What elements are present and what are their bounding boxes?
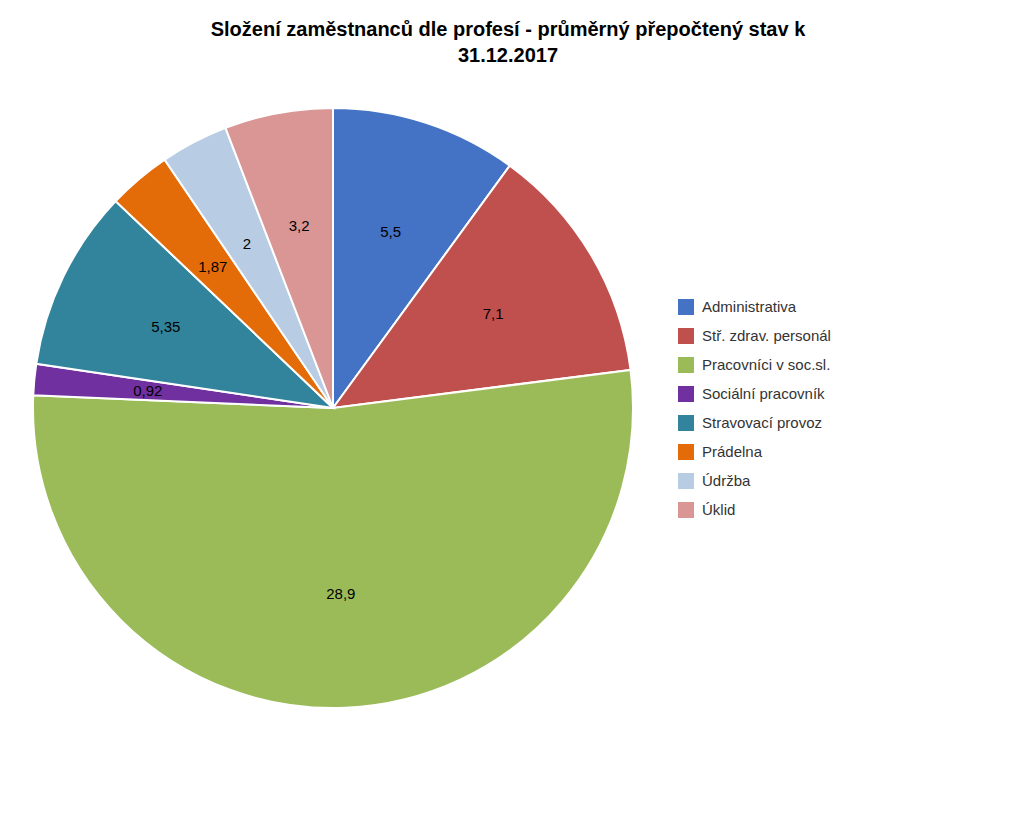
html-text:Úklid: Úklid: [702, 501, 736, 518]
svg-text:3,2: 3,2: [289, 217, 310, 234]
html-text:31.12.2017: 31.12.2017: [457, 44, 558, 66]
html-text:Složení zaměstnanců dle profes: Složení zaměstnanců dle profesí - průměr…: [210, 18, 806, 40]
html-text:Údržba: Údržba: [702, 472, 751, 489]
html-text:Pracovníci v soc.sl.: Pracovníci v soc.sl.: [702, 356, 831, 373]
html-text:Administrativa: Administrativa: [702, 298, 797, 315]
html-text:Stravovací provoz: Stravovací provoz: [702, 414, 823, 431]
html-text:Prádelna: Prádelna: [702, 443, 762, 460]
svg-text:7,1: 7,1: [483, 305, 504, 322]
svg-text:5,5: 5,5: [380, 223, 401, 240]
html-text:Stř. zdrav. personál: Stř. zdrav. personál: [702, 327, 831, 344]
svg-text:1,87: 1,87: [198, 258, 227, 275]
svg-text:5,35: 5,35: [151, 318, 180, 335]
svg-text:0,92: 0,92: [133, 382, 162, 399]
svg-text:2: 2: [243, 235, 251, 252]
svg-text:28,9: 28,9: [326, 585, 355, 602]
html-text:Sociální pracovník: Sociální pracovník: [702, 385, 825, 402]
